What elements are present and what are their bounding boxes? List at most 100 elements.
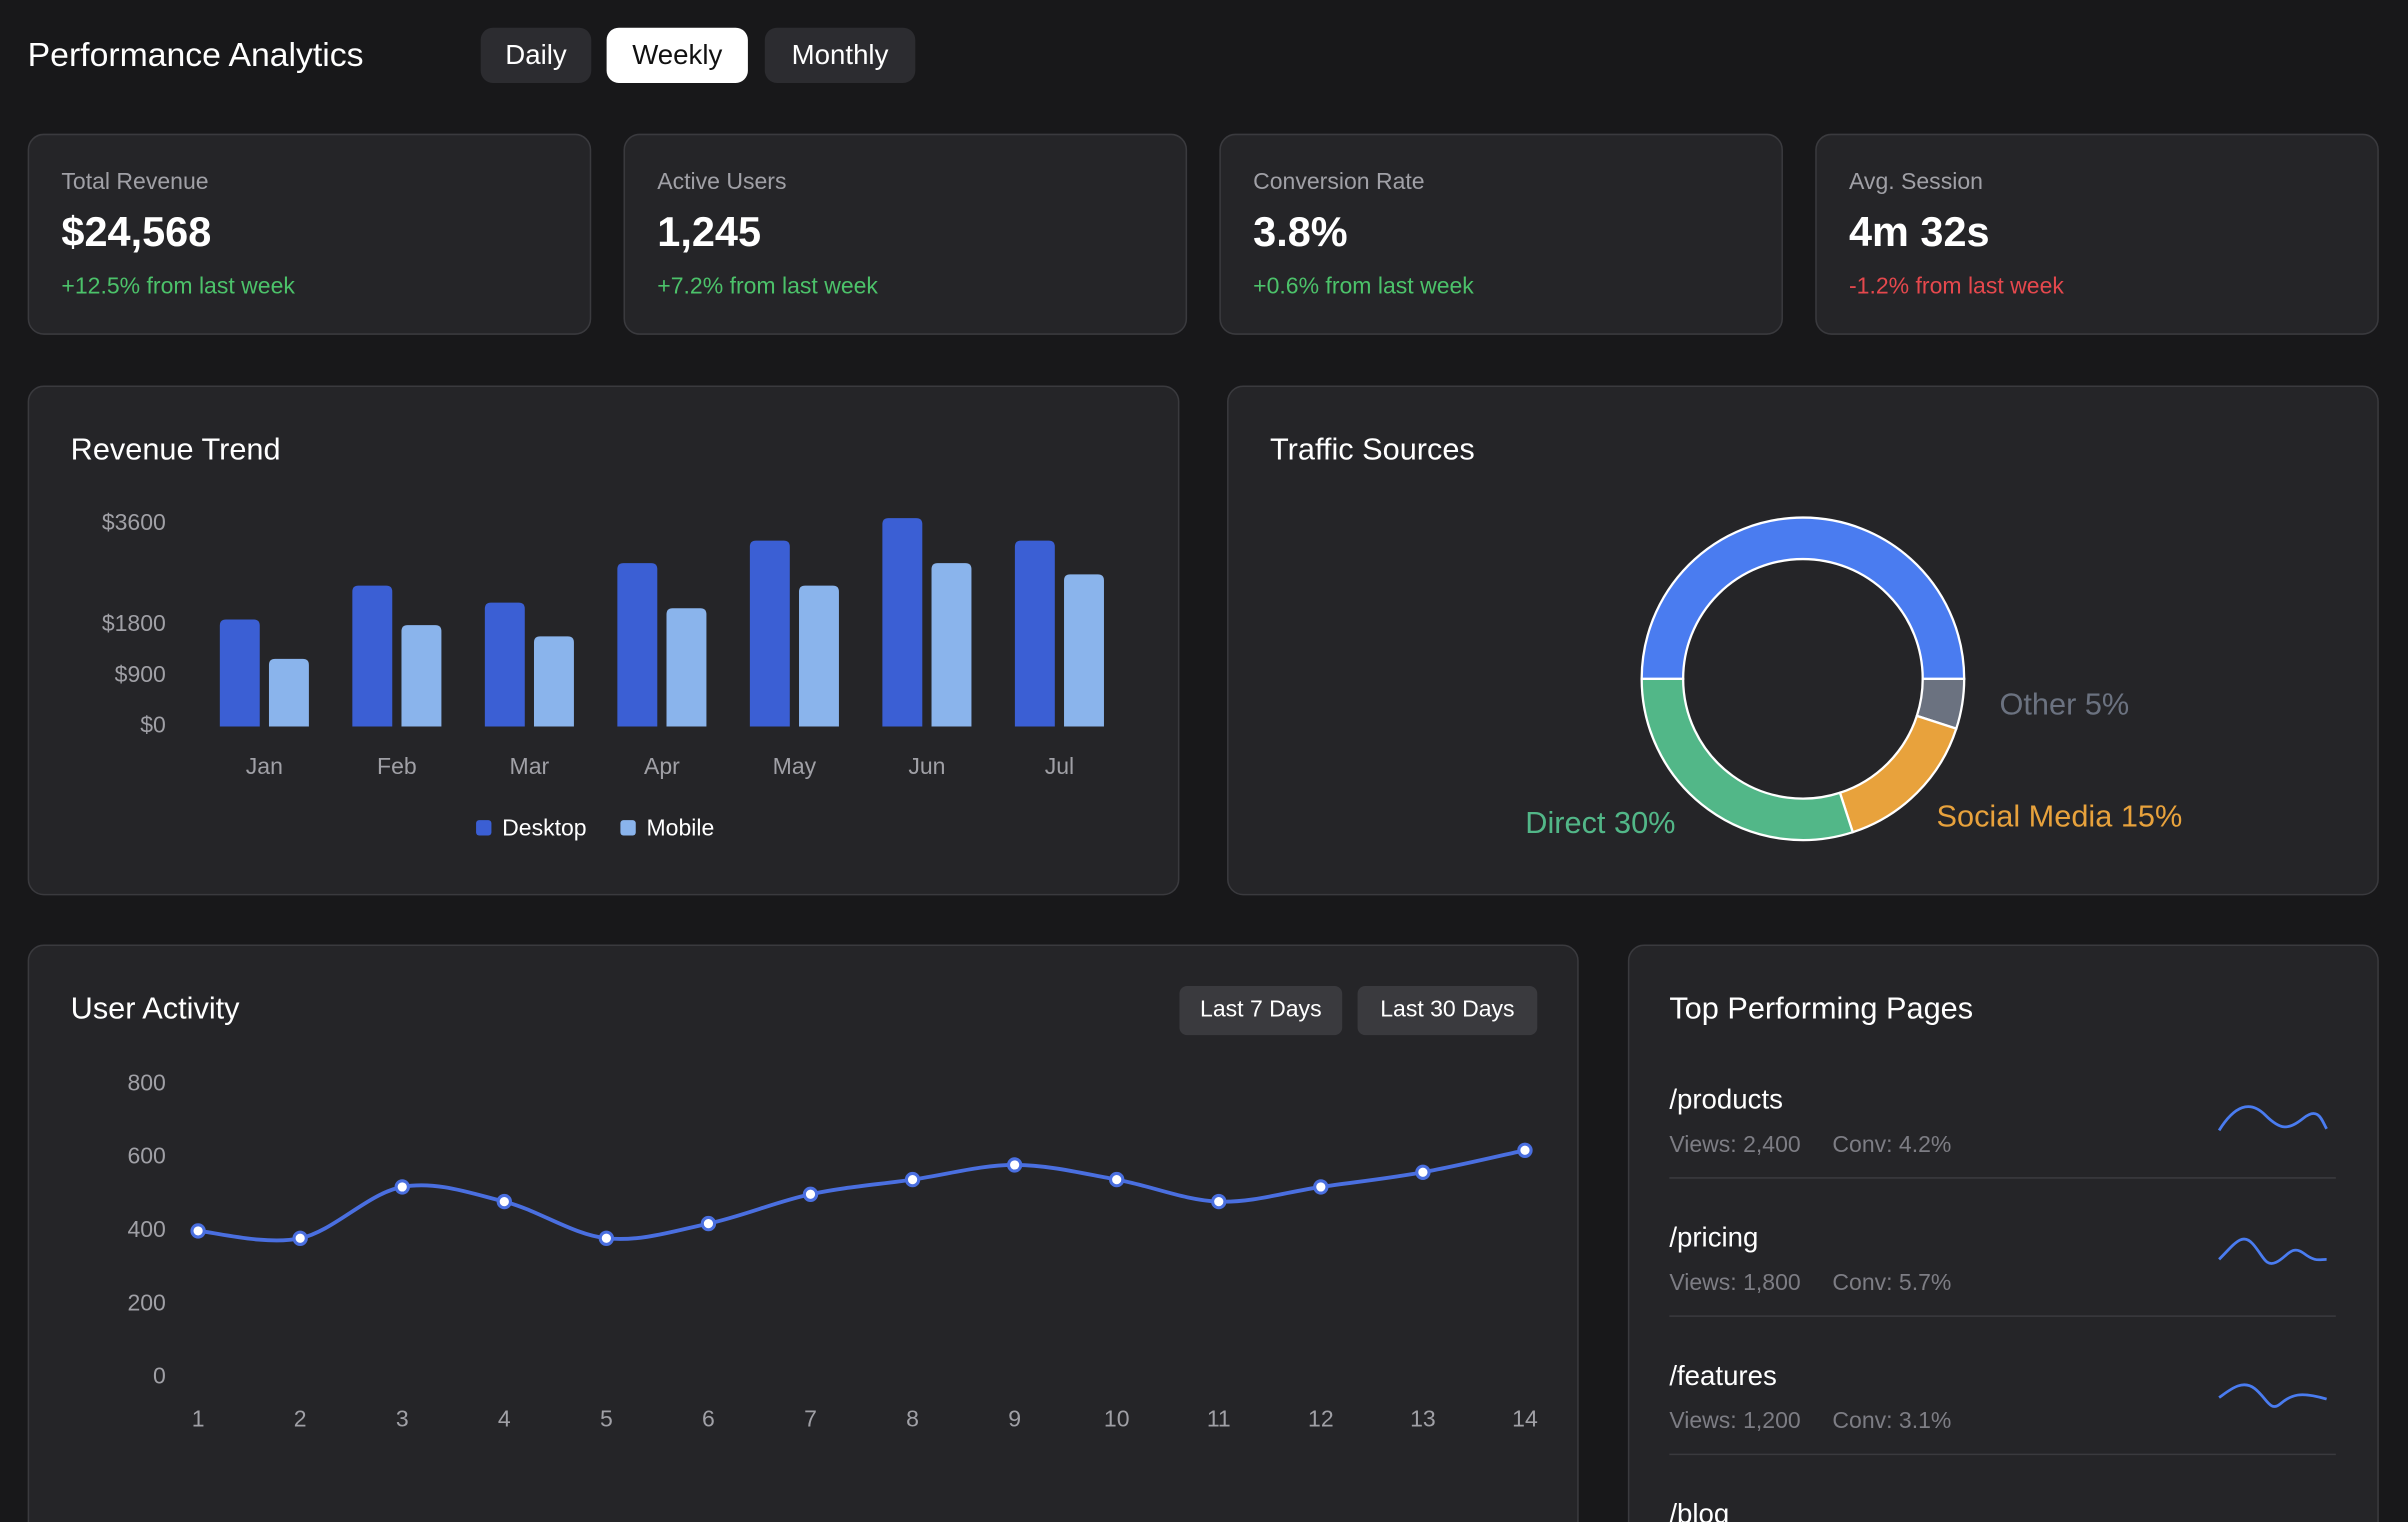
kpi-label: Active Users — [657, 168, 786, 194]
revenue-card — [27, 385, 1180, 896]
bar — [1014, 540, 1055, 727]
x-tick-label: 8 — [906, 1406, 919, 1432]
y-tick-label: $1800 — [102, 610, 166, 636]
sparkline — [2217, 1105, 2328, 1132]
period-label[interactable]: Weekly — [632, 39, 722, 70]
bar — [617, 563, 658, 727]
point — [496, 1193, 512, 1210]
bar — [1064, 574, 1104, 727]
period-label[interactable]: Daily — [505, 39, 567, 70]
kpi-label: Total Revenue — [61, 168, 208, 194]
line — [197, 1148, 1526, 1243]
traffic-chart: Other 5% Social Media 15% Direct 30% — [1525, 516, 2183, 842]
segment-label: Social Media 15% — [1937, 799, 2183, 834]
traffic-card — [1227, 385, 2379, 896]
point — [1313, 1179, 1329, 1195]
page-path: /features — [1669, 1360, 1777, 1391]
kpi-card — [27, 133, 592, 335]
kpi-value: 1,245 — [657, 208, 761, 255]
kpi-card — [623, 133, 1188, 335]
bar — [882, 518, 923, 727]
period-button[interactable] — [606, 27, 748, 83]
range-label[interactable]: Last 7 Days — [1200, 996, 1322, 1022]
bar — [219, 619, 260, 727]
x-tick-label: 13 — [1410, 1406, 1436, 1432]
page-conv: Conv: 4.2% — [1832, 1131, 1951, 1157]
legend-label: Desktop — [502, 814, 586, 840]
range-button[interactable] — [1357, 985, 1538, 1036]
page-views: Views: 1,200 — [1669, 1407, 1800, 1433]
range-button[interactable] — [1179, 985, 1343, 1036]
x-tick-label: Jan — [246, 753, 283, 779]
bar — [268, 658, 309, 727]
x-tick-label: 14 — [1512, 1406, 1538, 1432]
period-button[interactable] — [764, 27, 916, 83]
sparkline — [2218, 1237, 2327, 1265]
page-title: Performance Analytics — [28, 36, 364, 74]
donut-segment — [1640, 516, 1966, 680]
x-tick-label: Jul — [1045, 753, 1074, 779]
x-tick-label: 12 — [1308, 1406, 1334, 1432]
pages-list: /products Views: 2,400 Conv: 4.2% /pricing V… — [1669, 1083, 2336, 1522]
y-tick-label: $3600 — [102, 509, 166, 535]
bar — [484, 602, 525, 727]
bar — [799, 585, 839, 727]
x-tick-label: 9 — [1008, 1406, 1021, 1432]
pages-card — [1627, 944, 2379, 1522]
point — [700, 1215, 717, 1232]
point — [190, 1223, 206, 1239]
y-tick-label: 0 — [153, 1363, 166, 1389]
x-tick-label: 10 — [1104, 1406, 1130, 1432]
x-tick-label: Mar — [510, 753, 550, 779]
kpi-label: Avg. Session — [1849, 168, 1983, 194]
kpi-card — [1815, 133, 2379, 335]
segment-label: Other 5% — [2000, 687, 2130, 722]
kpi-label: Conversion Rate — [1253, 168, 1424, 194]
kpi-change: +0.6% from last week — [1253, 272, 1474, 298]
bar — [749, 540, 790, 727]
point — [1109, 1171, 1125, 1188]
page-conv: Conv: 5.7% — [1832, 1269, 1951, 1295]
activity-card — [27, 944, 1579, 1522]
y-tick-label: 400 — [127, 1216, 165, 1242]
x-tick-label: 11 — [1207, 1406, 1231, 1432]
x-tick-label: May — [773, 753, 817, 779]
point — [1517, 1142, 1533, 1158]
card-title: Top Performing Pages — [1669, 991, 1973, 1026]
x-tick-label: 4 — [498, 1406, 511, 1432]
kpi-value: 4m 32s — [1849, 208, 1990, 255]
y-tick-label: 600 — [127, 1143, 165, 1169]
segment-label: Direct 30% — [1525, 805, 1675, 840]
point — [598, 1230, 615, 1246]
x-tick-label: 6 — [702, 1406, 715, 1432]
page-path: /products — [1669, 1083, 1783, 1114]
bar — [352, 585, 393, 727]
period-switch: Daily Weekly Monthly — [480, 27, 916, 83]
kpi-card — [1219, 133, 1783, 335]
card-title: Revenue Trend — [71, 432, 281, 467]
range-label[interactable]: Last 30 Days — [1380, 996, 1514, 1022]
x-tick-label: Apr — [644, 753, 680, 779]
kpi-value: $24,568 — [61, 208, 211, 255]
bar — [533, 636, 574, 727]
bar — [666, 608, 707, 727]
card-title: Traffic Sources — [1270, 432, 1475, 467]
kpi-change: +7.2% from last week — [657, 272, 878, 298]
y-tick-label: $0 — [140, 712, 166, 738]
point — [1415, 1164, 1431, 1180]
legend-swatch — [476, 820, 492, 836]
kpi-change: -1.2% from last week — [1849, 272, 2064, 298]
legend-swatch — [620, 820, 636, 836]
card-title: User Activity — [71, 991, 241, 1026]
point — [802, 1186, 819, 1202]
kpi-value: 3.8% — [1253, 208, 1347, 255]
page-path: /blog — [1669, 1498, 1729, 1522]
period-label[interactable]: Monthly — [792, 39, 889, 70]
donut-segment — [1640, 677, 1855, 842]
x-tick-label: Jun — [908, 753, 945, 779]
period-button[interactable] — [480, 27, 592, 83]
point — [1006, 1157, 1023, 1173]
sparkline — [2218, 1383, 2327, 1408]
x-tick-label: 1 — [192, 1406, 205, 1432]
